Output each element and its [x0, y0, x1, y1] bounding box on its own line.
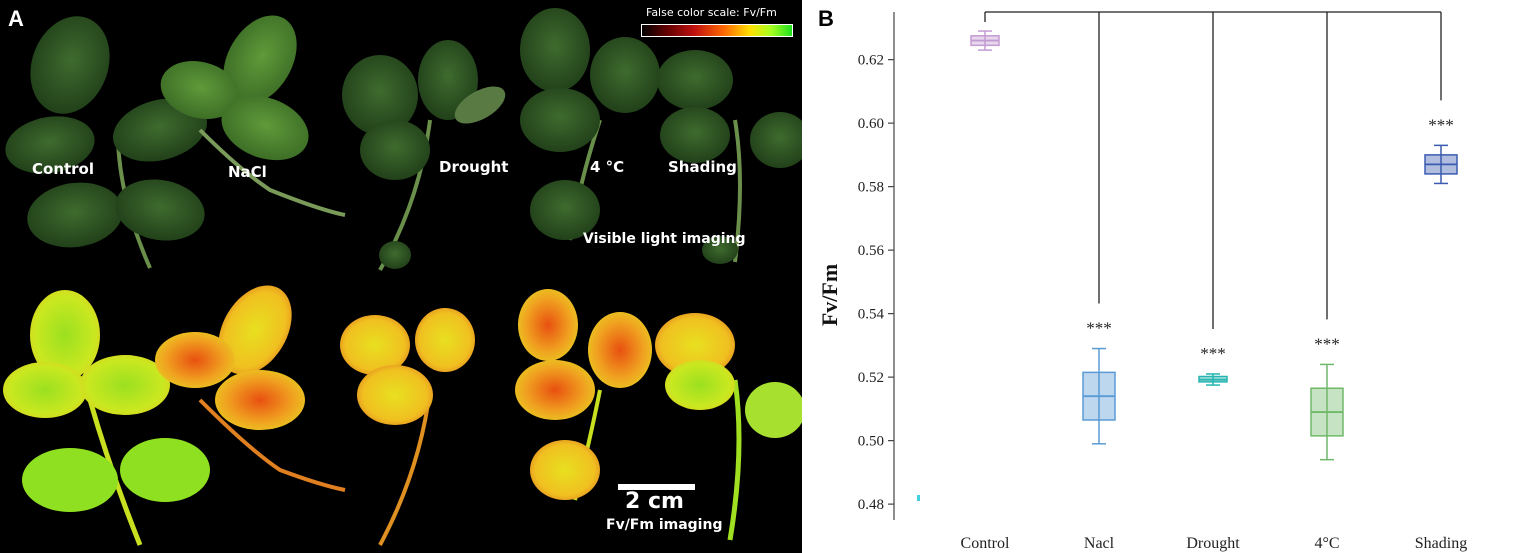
label-4c: 4 °C [590, 158, 625, 176]
fvfm-plant-nacl [155, 285, 346, 492]
y-tick-label: 0.52 [858, 370, 884, 386]
false-color-scale-title: False color scale: Fv/Fm [646, 6, 777, 19]
label-drought: Drought [439, 158, 509, 176]
false-color-scale: False color scale: Fv/Fm [638, 4, 796, 38]
label-nacl: NaCl [228, 163, 267, 181]
y-tick-label: 0.56 [858, 243, 885, 259]
y-axis-title: Fv/Fm [817, 264, 842, 326]
fvfm-plant-control [3, 290, 210, 546]
significance-label: *** [1200, 344, 1226, 363]
box-4c [1310, 363, 1344, 461]
box-nacl [1082, 347, 1116, 445]
fvfm-plant-shading [655, 313, 802, 541]
fvfm-imaging-label: Fv/Fm imaging [606, 517, 723, 533]
scale-bar [618, 484, 695, 490]
visible-plant-control [5, 16, 208, 269]
x-category-label: Drought [1186, 535, 1240, 552]
box-plot: 0.48 0.50 0.52 0.54 0.56 0.58 0.60 0.62 Control N… [817, 11, 1467, 552]
x-category-label: Control [961, 535, 1010, 552]
box-plot-panel: 0.48 0.50 0.52 0.54 0.56 0.58 0.60 0.62 Control N… [802, 0, 1535, 553]
significance-label: *** [1314, 334, 1340, 353]
stray-marker [917, 495, 920, 501]
y-tick-label: 0.62 [858, 53, 884, 69]
x-category-label: Shading [1415, 535, 1467, 552]
visible-plant-4c [520, 8, 660, 241]
y-tick-label: 0.58 [858, 180, 884, 196]
box-drought [1198, 373, 1228, 386]
x-category-label: 4°C [1314, 535, 1339, 552]
false-color-gradient [641, 24, 793, 37]
scale-bar-label: 2 cm [625, 489, 684, 514]
fvfm-plant-drought [340, 308, 475, 546]
label-control: Control [32, 160, 95, 178]
panel-b-letter: B [818, 6, 834, 31]
fvfm-plant-4c [515, 289, 652, 501]
visible-light-label: Visible light imaging [583, 231, 746, 247]
y-tick-label: 0.54 [858, 307, 885, 323]
box-control [970, 30, 1000, 51]
visible-plant-nacl [160, 15, 346, 217]
label-shading: Shading [668, 158, 737, 176]
leaf-image-panel: A Control NaCl Drought 4 °C Shading Visi… [0, 0, 802, 553]
visible-plant-shading [657, 50, 802, 264]
y-tick-label: 0.50 [858, 434, 884, 450]
box-shading [1424, 144, 1458, 185]
visible-plant-drought [342, 40, 506, 271]
significance-label: *** [1086, 319, 1112, 338]
x-category-label: Nacl [1084, 535, 1115, 552]
panel-a-letter: A [8, 6, 24, 31]
y-tick-label: 0.48 [858, 497, 884, 513]
leaf-photographs [3, 8, 802, 546]
y-tick-label: 0.60 [858, 116, 884, 132]
significance-label: *** [1428, 115, 1454, 134]
